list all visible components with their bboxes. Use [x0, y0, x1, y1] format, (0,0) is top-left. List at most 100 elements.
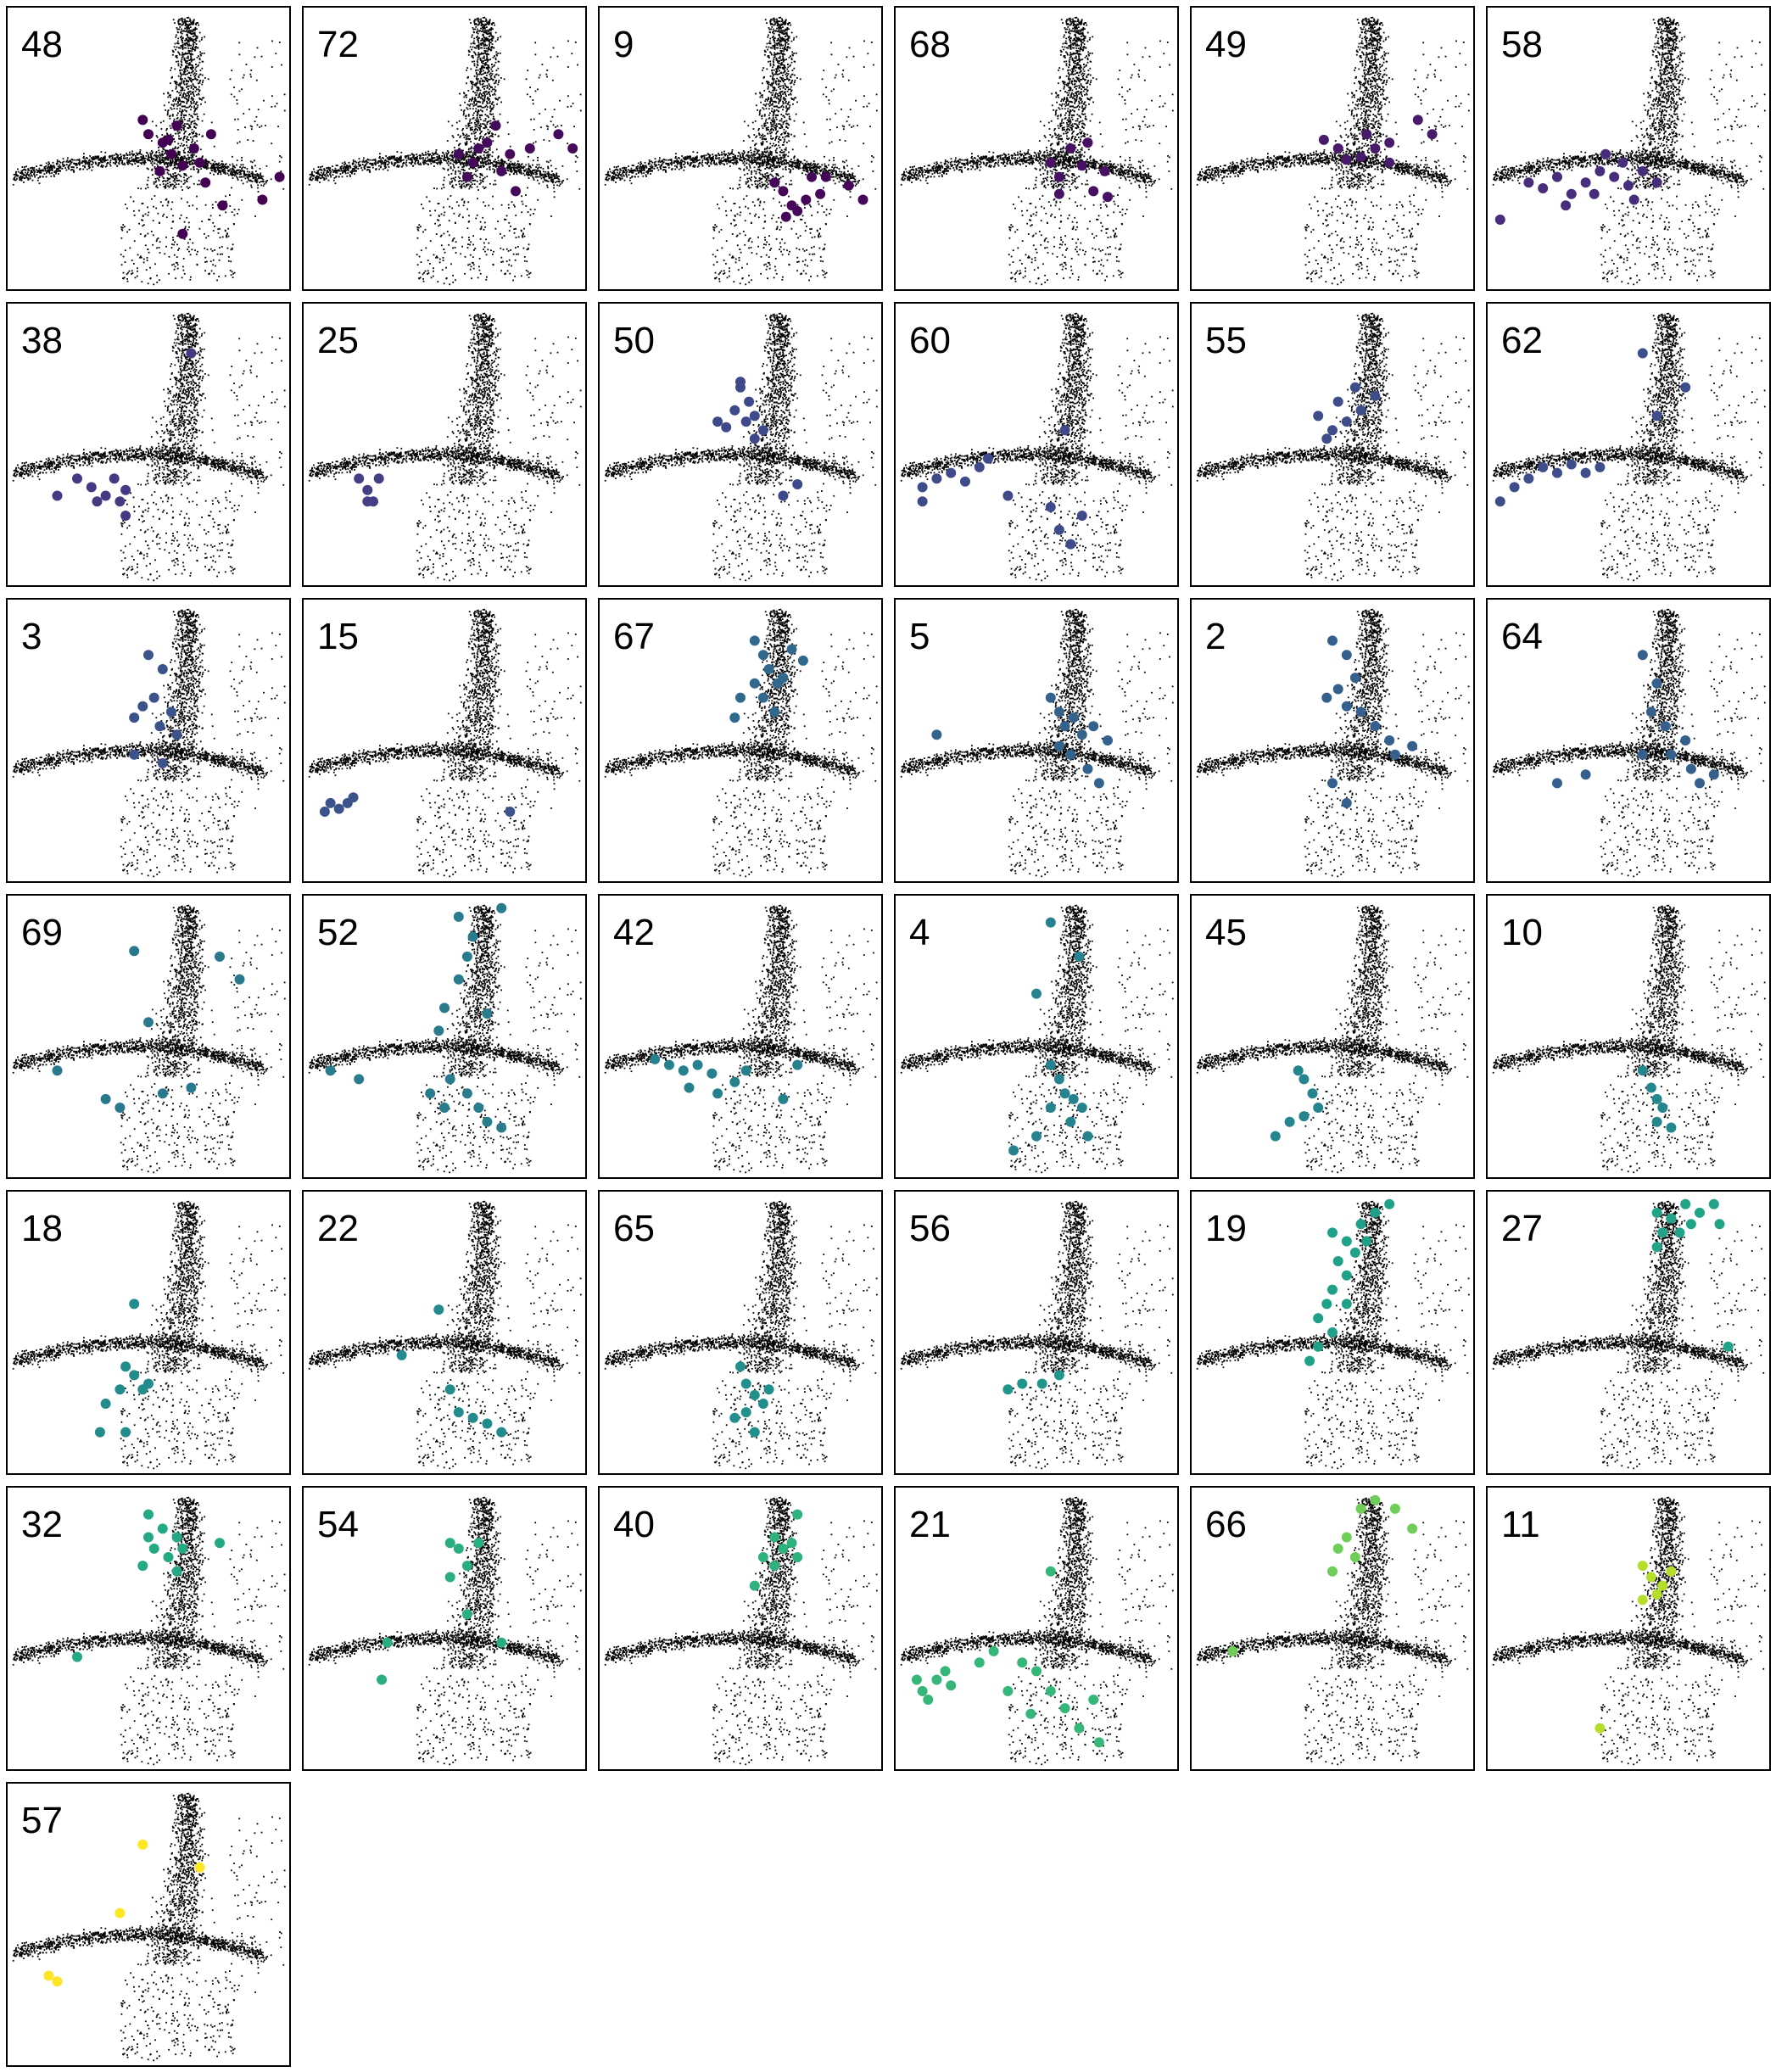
background-cell [313, 169, 315, 170]
background-cell [71, 162, 73, 164]
background-cell [170, 185, 171, 187]
background-cell [483, 181, 484, 182]
background-cell [159, 252, 161, 254]
background-cell [530, 167, 532, 169]
background-cell [230, 78, 232, 80]
background-cell [425, 271, 427, 272]
background-cell [99, 158, 101, 159]
background-cell [473, 41, 475, 42]
background-cell [187, 43, 188, 45]
background-cell [184, 119, 186, 120]
background-cell [556, 176, 557, 177]
background-cell [185, 68, 187, 70]
background-cell [63, 165, 64, 167]
background-cell [183, 82, 185, 84]
background-cell [204, 166, 206, 168]
background-cell [179, 54, 181, 56]
background-cell [485, 79, 487, 81]
background-cell [467, 154, 469, 156]
background-cell [196, 89, 198, 91]
background-cell [193, 103, 194, 104]
background-cell [112, 159, 114, 160]
background-cell [472, 81, 473, 83]
background-cell [450, 163, 451, 165]
background-cell [101, 161, 103, 163]
background-cell [199, 81, 201, 82]
background-cell [401, 166, 403, 168]
background-cell [143, 162, 145, 164]
background-cell [486, 45, 488, 47]
background-cell [254, 215, 256, 217]
background-cell [31, 171, 33, 173]
background-cell [137, 276, 138, 277]
background-cell [478, 165, 479, 167]
background-cell [120, 154, 121, 155]
background-cell [477, 176, 478, 177]
background-cell [468, 237, 470, 238]
background-cell [152, 161, 154, 163]
background-cell [489, 43, 490, 45]
background-cell [33, 167, 35, 169]
background-cell [143, 224, 145, 226]
background-cell [179, 85, 181, 87]
background-cell [472, 87, 473, 88]
background-cell [323, 177, 325, 179]
background-cell [160, 201, 162, 203]
background-cell [159, 241, 161, 243]
background-cell [241, 199, 243, 201]
background-cell [515, 167, 517, 169]
background-cell [433, 267, 434, 269]
background-cell [171, 227, 173, 229]
background-cell [491, 103, 493, 105]
background-cell [486, 37, 488, 39]
background-cell [194, 75, 196, 77]
background-cell [174, 69, 176, 70]
background-cell [149, 278, 151, 280]
background-cell [126, 154, 128, 156]
background-cell [483, 120, 485, 122]
background-cell [250, 185, 252, 187]
background-cell [189, 126, 191, 127]
background-cell [199, 58, 201, 59]
background-cell [476, 78, 478, 80]
background-cell [541, 178, 543, 180]
background-cell [132, 154, 134, 155]
background-cell [205, 161, 207, 163]
background-cell [455, 173, 456, 175]
background-cell [185, 22, 187, 24]
background-cell [474, 248, 476, 249]
background-cell [399, 160, 401, 162]
background-cell [251, 187, 253, 188]
background-cell [480, 227, 482, 229]
background-cell [485, 187, 487, 188]
background-cell [257, 175, 259, 176]
background-cell [488, 129, 489, 131]
background-cell [226, 167, 227, 169]
background-cell [188, 226, 190, 228]
background-cell [468, 115, 470, 117]
background-cell [171, 201, 173, 203]
background-cell [230, 270, 232, 271]
background-cell [393, 158, 394, 159]
background-cell [461, 185, 462, 187]
background-cell [491, 38, 493, 40]
background-cell [41, 165, 42, 166]
background-cell [454, 167, 455, 169]
background-cell [182, 145, 184, 147]
background-cell [181, 176, 182, 177]
background-cell [147, 260, 148, 261]
background-cell [157, 213, 159, 215]
background-cell [196, 140, 198, 142]
background-cell [467, 156, 469, 158]
background-cell [453, 213, 455, 215]
background-cell [232, 156, 233, 158]
background-cell [180, 73, 182, 75]
background-cell [193, 30, 194, 31]
background-cell [188, 139, 190, 141]
background-cell [489, 45, 490, 47]
background-cell [25, 175, 27, 176]
background-cell [175, 176, 176, 178]
background-cell [481, 22, 483, 24]
background-cell [226, 237, 227, 238]
background-cell [489, 105, 491, 107]
